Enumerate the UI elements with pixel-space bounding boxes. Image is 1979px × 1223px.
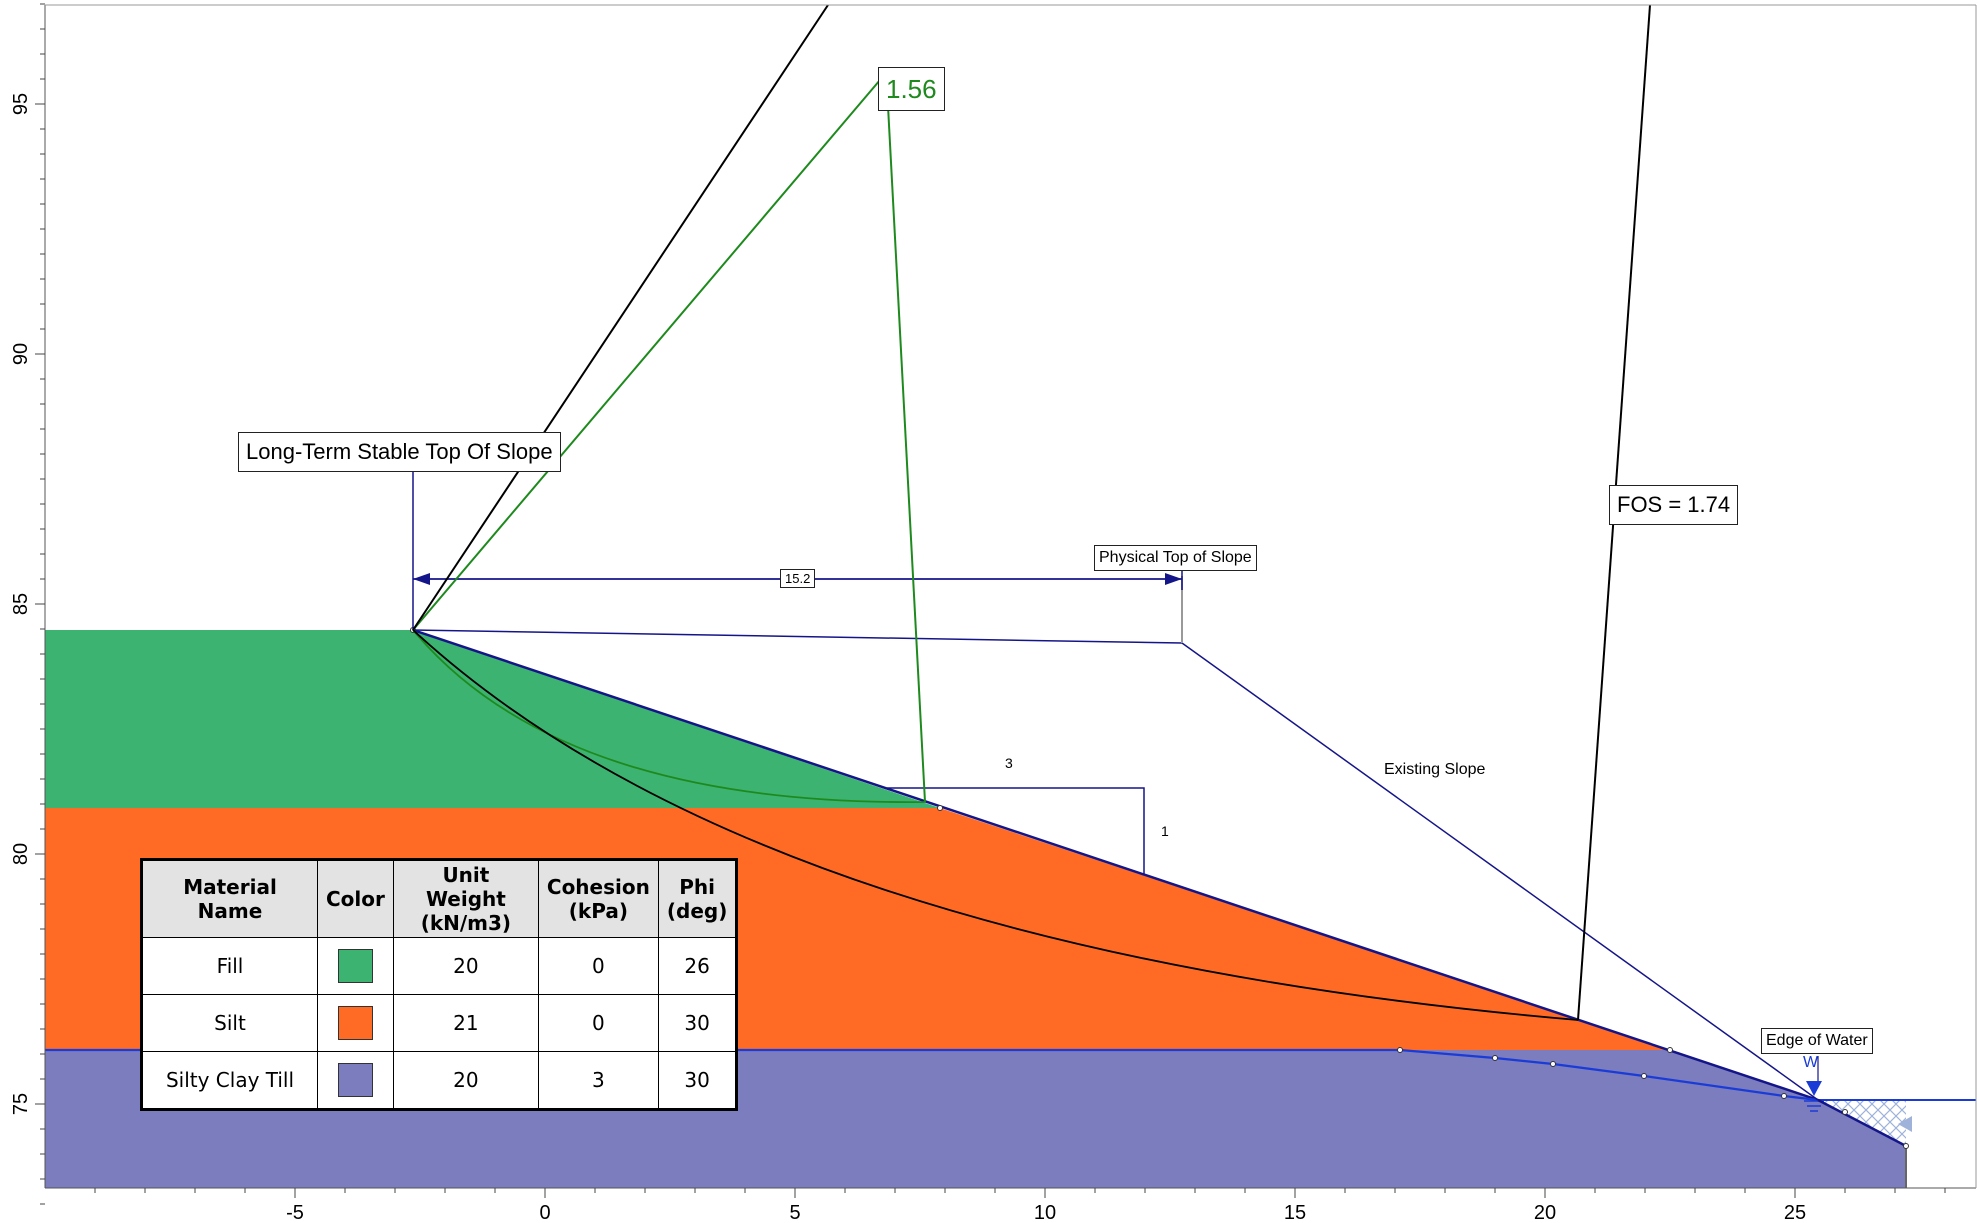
- y-tick-label: 75: [10, 1093, 32, 1115]
- material-unit-weight: 21: [392, 994, 539, 1052]
- slip-surface-green: [412, 629, 926, 803]
- x-tick-label: 15: [1284, 1202, 1306, 1223]
- y-tick-label: 95: [10, 93, 32, 115]
- color-swatch: [337, 1006, 373, 1040]
- existing-slope-label: Existing Slope: [1384, 761, 1486, 778]
- material-phi: 30: [657, 1051, 738, 1110]
- long-term-top-label: Long-Term Stable Top Of Slope: [238, 432, 561, 472]
- dimension-arrow-left-icon: [413, 573, 430, 585]
- materials-legend: Material Name Color Unit Weight (kN/m3) …: [140, 858, 739, 1111]
- color-swatch: [337, 1063, 373, 1097]
- x-tick-label: 25: [1784, 1202, 1806, 1223]
- material-phi: 30: [657, 994, 738, 1052]
- legend-row: Fill 20 0 26: [141, 937, 738, 995]
- y-tick-label: 80: [10, 843, 32, 865]
- water-side-triangle-icon: [1898, 1116, 1912, 1132]
- material-color: [317, 994, 394, 1052]
- y-tick-label: 85: [10, 593, 32, 615]
- black-radius-left: [412, 4, 829, 631]
- x-tick-label: 10: [1034, 1202, 1056, 1223]
- legend-header-phi: Phi (deg): [657, 859, 738, 938]
- material-unit-weight: 20: [392, 937, 539, 995]
- water-symbol-label: W: [1803, 1054, 1819, 1071]
- slope-run-label: 3: [1005, 755, 1013, 771]
- physical-top-label: Physical Top of Slope: [1094, 545, 1257, 571]
- fill-layer: [45, 630, 940, 808]
- dimension-label: 15.2: [780, 569, 816, 588]
- dimension-arrow-right-icon: [1165, 573, 1182, 585]
- green-radius-right: [887, 105, 926, 803]
- material-color: [317, 937, 394, 995]
- x-tick-label: 20: [1534, 1202, 1556, 1223]
- material-name: Silty Clay Till: [141, 1051, 318, 1110]
- material-phi: 26: [657, 937, 738, 995]
- material-unit-weight: 20: [392, 1051, 539, 1110]
- material-name: Fill: [141, 937, 318, 995]
- material-color: [317, 1051, 394, 1110]
- x-tick-label: 5: [789, 1202, 800, 1223]
- green-radius-left: [412, 79, 881, 631]
- y-tick-label: 90: [10, 343, 32, 365]
- x-tick-label: -5: [286, 1202, 304, 1223]
- legend-row: Silt 21 0 30: [141, 994, 738, 1052]
- fos-black-label: FOS = 1.74: [1609, 485, 1739, 525]
- material-cohesion: 0: [537, 994, 659, 1052]
- material-name: Silt: [141, 994, 318, 1052]
- legend-header-name: Material Name: [141, 859, 318, 938]
- slope-ratio-triangle: [887, 787, 1145, 875]
- legend-header-color: Color: [317, 859, 394, 938]
- legend-header-unit-weight: Unit Weight (kN/m3): [392, 859, 539, 938]
- material-cohesion: 0: [537, 937, 659, 995]
- legend-header-row: Material Name Color Unit Weight (kN/m3) …: [141, 859, 738, 938]
- slope-rise-label: 1: [1161, 823, 1169, 839]
- fos-green-label: 1.56: [878, 67, 945, 111]
- water-triangle-icon: [1806, 1081, 1822, 1096]
- x-tick-label: 0: [539, 1202, 550, 1223]
- slip-surface-black: [412, 629, 1579, 1021]
- legend-row: Silty Clay Till 20 3 30: [141, 1051, 738, 1110]
- legend-header-cohesion: Cohesion (kPa): [537, 859, 659, 938]
- material-cohesion: 3: [537, 1051, 659, 1110]
- color-swatch: [337, 949, 373, 983]
- edge-of-water-label: Edge of Water: [1761, 1028, 1873, 1054]
